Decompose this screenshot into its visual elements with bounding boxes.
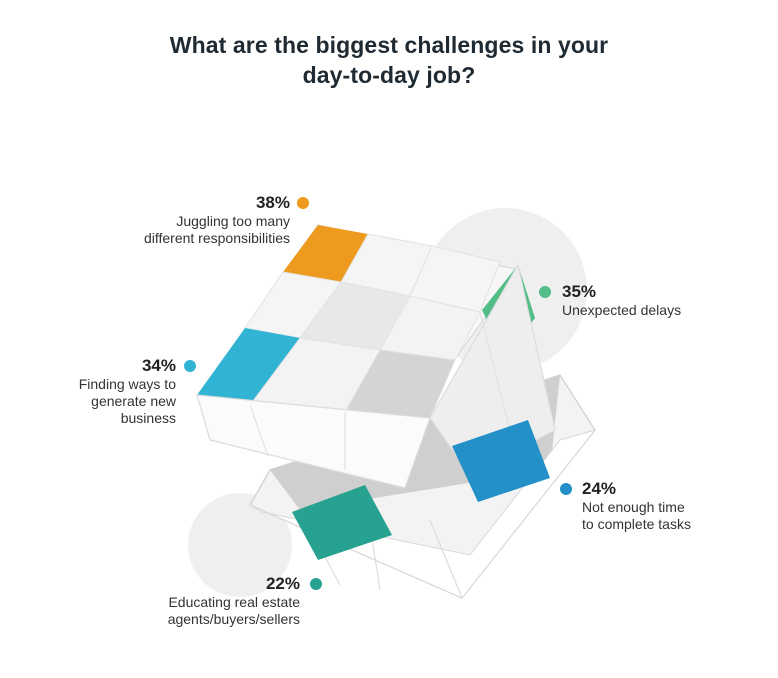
label-new-business-line2: generate new [91,393,176,409]
label-not-enough-time: 24% Not enough time to complete tasks [582,479,772,533]
dot-responsibilities [297,197,309,209]
label-new-business-line3: business [120,410,176,426]
label-educating-line2: agents/buyers/sellers [167,611,300,627]
dot-delays [539,286,551,298]
label-not-enough-time-line2: to complete tasks [582,516,691,532]
label-responsibilities: 38% Juggling too many different responsi… [60,193,290,247]
label-educating-pct: 22% [265,574,300,593]
tile-teal [292,485,392,560]
label-delays-pct: 35% [562,282,597,301]
label-responsibilities-line1: Juggling too many [176,213,290,229]
dot-new-business [184,360,196,372]
label-responsibilities-line2: different responsibilities [143,230,290,246]
tile-blue [452,420,550,502]
label-not-enough-time-line1: Not enough time [582,499,685,515]
chart-title: What are the biggest challenges in your d… [169,32,609,88]
top-cube-layer [196,224,556,489]
label-new-business: 34% Finding ways to generate new busines… [30,356,176,427]
bg-circle-left [188,493,292,597]
dot-not-enough-time [560,483,572,495]
label-new-business-pct: 34% [141,356,176,375]
label-delays: 35% Unexpected delays [562,282,762,319]
label-delays-line1: Unexpected delays [562,302,682,318]
label-not-enough-time-pct: 24% [582,479,617,498]
label-educating-line1: Educating real estate [168,594,300,610]
dot-educating [310,578,322,590]
label-educating: 22% Educating real estate agents/buyers/… [100,574,300,628]
label-new-business-line1: Finding ways to [78,376,176,392]
label-responsibilities-pct: 38% [255,193,290,212]
